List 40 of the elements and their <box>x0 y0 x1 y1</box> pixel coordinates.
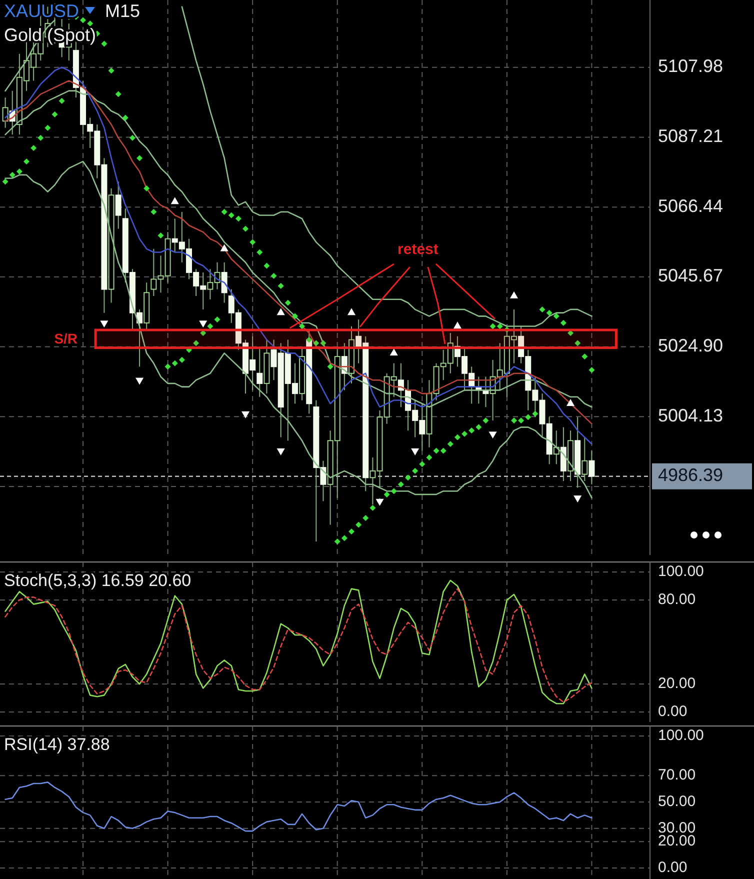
point <box>574 495 582 502</box>
line-series <box>4 782 592 832</box>
y-tick-label: 20.00 <box>658 674 696 692</box>
y-tick-label: 5045.67 <box>658 266 724 286</box>
y-tick-label: 80.00 <box>658 590 696 608</box>
point <box>453 322 462 329</box>
y-tick-label: 5004.13 <box>658 405 724 426</box>
point <box>276 448 285 456</box>
point <box>220 244 228 252</box>
point <box>136 378 144 385</box>
y-tick-label: 5087.21 <box>658 126 724 146</box>
annotation: retest <box>398 240 438 258</box>
candlestick <box>115 181 122 230</box>
candlestick <box>588 450 595 485</box>
ref-line-label: 4986.39 <box>658 465 724 486</box>
y-tick-label: 50.00 <box>658 792 696 810</box>
y-tick-label: 0.00 <box>658 702 688 720</box>
candlestick <box>320 460 326 502</box>
candlestick <box>221 262 228 304</box>
candlestick <box>582 436 588 482</box>
candlestick <box>256 346 263 398</box>
candlestick <box>560 426 566 482</box>
y-tick-label: 100.00 <box>658 562 704 580</box>
point <box>390 348 398 356</box>
point <box>276 308 285 316</box>
chart-title: RSI(14) 37.88 <box>4 735 110 754</box>
point <box>170 197 179 204</box>
y-tick-label: 0.00 <box>658 858 688 876</box>
y-tick-label: 5107.98 <box>658 56 724 76</box>
y-tick-label: 100.00 <box>658 726 704 744</box>
y-tick-label: 70.00 <box>658 766 696 784</box>
band-label: S/R <box>54 330 78 347</box>
point <box>411 448 420 456</box>
annotation: M15 <box>105 1 140 21</box>
point <box>510 291 518 298</box>
y-tick-label: 5066.44 <box>658 196 724 216</box>
point <box>241 411 250 418</box>
y-tick-label: 5024.90 <box>658 336 724 356</box>
chart-title: Stoch(5,3,3) 16.59 20.60 <box>4 571 192 590</box>
point <box>488 432 497 439</box>
